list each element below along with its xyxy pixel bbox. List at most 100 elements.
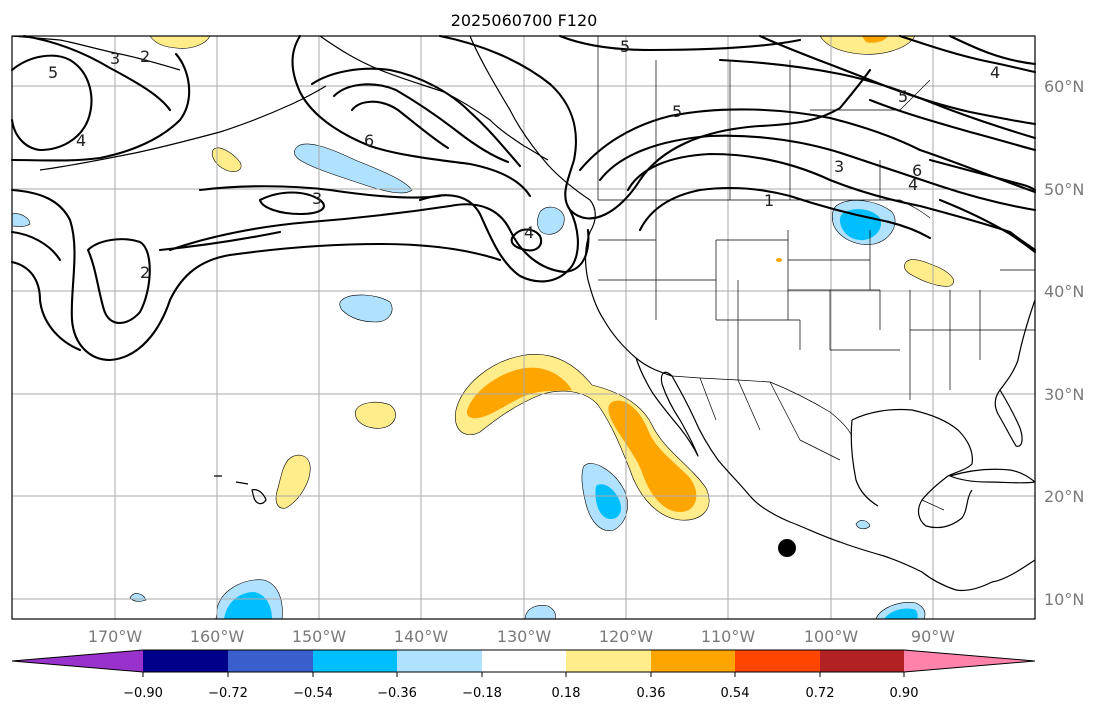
colorbar-tick-label: 0.90 <box>890 686 919 701</box>
lon-label: 160°W <box>190 627 245 646</box>
anomaly-negative-east-pacific-core <box>595 484 622 520</box>
colorbar-segment-1 <box>143 650 228 672</box>
lon-label: 120°W <box>599 627 654 646</box>
coastline-alaska <box>319 35 549 161</box>
contour-line-26 <box>898 34 1037 74</box>
contour-label: 6 <box>364 131 374 150</box>
lat-label: 40°N <box>1044 282 1084 301</box>
contour-line-14 <box>310 67 522 168</box>
colorbar-segment-6 <box>566 650 651 672</box>
lon-label: 90°W <box>911 627 955 646</box>
contour-line-15 <box>332 83 510 164</box>
lat-label: 10°N <box>1044 590 1084 609</box>
contour-line-22 <box>626 152 1037 252</box>
contour-label: 4 <box>524 223 534 242</box>
colorbar-tick-label: −0.54 <box>293 686 333 701</box>
contour-line-10 <box>198 185 442 199</box>
contour-line-3 <box>10 52 191 162</box>
lat-label: 30°N <box>1044 385 1084 404</box>
contour-line-1 <box>22 34 172 112</box>
contour-lines <box>10 34 1037 362</box>
lon-label: 150°W <box>292 627 347 646</box>
colorbar-segment-3 <box>313 650 397 672</box>
storm-center-dot <box>778 539 796 557</box>
contour-line-13 <box>510 228 543 252</box>
colorbar-ticks <box>142 672 905 677</box>
longitude-labels: 170°W 160°W 150°W 140°W 130°W 120°W 110°… <box>88 627 955 646</box>
lon-label: 140°W <box>394 627 449 646</box>
contour-line-17 <box>291 34 532 198</box>
map-frame <box>11 35 1036 620</box>
contour-line-9 <box>158 230 282 252</box>
coastline-hawaii <box>214 475 267 505</box>
contour-line-5 <box>10 188 502 362</box>
colorbar-tick-label: −0.36 <box>377 686 417 701</box>
anomaly-negative-dakota-core <box>839 209 882 241</box>
contour-line-28 <box>868 98 1037 152</box>
contour-line-25 <box>758 34 1037 126</box>
colorbar: −0.90 −0.72 −0.54 −0.36 −0.18 0.18 0.36 … <box>11 649 1036 701</box>
anomaly-negative-edge-left <box>11 213 31 227</box>
contour-line-4 <box>86 238 151 325</box>
anomaly-positive-baja-core-2 <box>608 400 697 512</box>
colorbar-tick-label: 0.72 <box>806 686 835 701</box>
contour-label: 3 <box>312 189 322 208</box>
colorbar-tick-label: 0.54 <box>721 686 750 701</box>
colorbar-tick-label: −0.18 <box>462 686 502 701</box>
latitude-labels: 60°N 50°N 40°N 30°N 20°N 10°N <box>1044 77 1084 609</box>
anomaly-positive-top-canada <box>819 35 916 55</box>
contour-line-19 <box>558 34 802 52</box>
colorbar-segment-8 <box>735 650 820 672</box>
colorbar-tick-label: 0.36 <box>637 686 666 701</box>
lon-label: 170°W <box>88 627 143 646</box>
colorbar-segment-4 <box>397 650 482 672</box>
border-us-canada <box>598 199 931 219</box>
political-borders <box>597 36 1035 511</box>
coastline-baja <box>635 357 699 457</box>
coastline-us-east <box>999 299 1036 391</box>
anomaly-positive-aleutian <box>211 147 242 172</box>
border-mexico-states <box>699 377 945 511</box>
colorbar-segment-7 <box>651 650 735 672</box>
contour-labels: 5 3 2 4 6 3 4 2 5 5 1 3 6 4 5 4 <box>48 37 1000 282</box>
anomaly-negative-south-central <box>524 605 556 620</box>
anomaly-positive-small-1 <box>355 401 396 429</box>
coastline-russia <box>11 35 181 71</box>
anomaly-negative-pacific-north <box>294 143 413 194</box>
contour-line-2 <box>10 54 93 152</box>
coastline-north-america <box>469 35 1036 592</box>
border-us-states <box>598 200 1035 400</box>
coastline-gulf <box>850 408 973 529</box>
lat-label: 60°N <box>1044 77 1084 96</box>
anomaly-positive-baja-core-1 <box>466 367 572 419</box>
anomaly-negative-mid-pacific <box>339 294 393 323</box>
contour-line-29 <box>928 158 1037 192</box>
contour-label: 3 <box>834 157 844 176</box>
anomaly-negative-washington <box>537 206 565 235</box>
anomaly-positive-great-lakes <box>904 259 954 287</box>
lon-label: 100°W <box>804 627 859 646</box>
coastline-florida <box>994 389 1023 447</box>
contour-line-27 <box>948 34 1037 66</box>
colorbar-segment-10 <box>904 650 1035 672</box>
map-title: 2025060700 F120 <box>451 11 598 30</box>
contour-line-6 <box>10 230 62 262</box>
lon-label: 110°W <box>701 627 756 646</box>
contour-label: 4 <box>76 131 86 150</box>
anomaly-positive-top-canada-core <box>862 36 888 43</box>
contour-label: 5 <box>672 102 682 121</box>
contour-label: 5 <box>620 37 630 56</box>
contour-line-8 <box>10 260 82 352</box>
contour-label: 2 <box>140 47 150 66</box>
anomaly-negative-south-east-core <box>884 608 918 619</box>
colorbar-segment-2 <box>228 650 313 672</box>
colorbar-segment-9 <box>820 650 904 672</box>
colorbar-tick-label: −0.90 <box>123 686 163 701</box>
shaded-anomalies <box>11 35 954 620</box>
lat-label: 20°N <box>1044 487 1084 506</box>
contour-line-16 <box>350 100 450 150</box>
contour-line-12 <box>418 194 579 283</box>
contour-label: 4 <box>990 63 1000 82</box>
contour-label: 1 <box>764 191 774 210</box>
